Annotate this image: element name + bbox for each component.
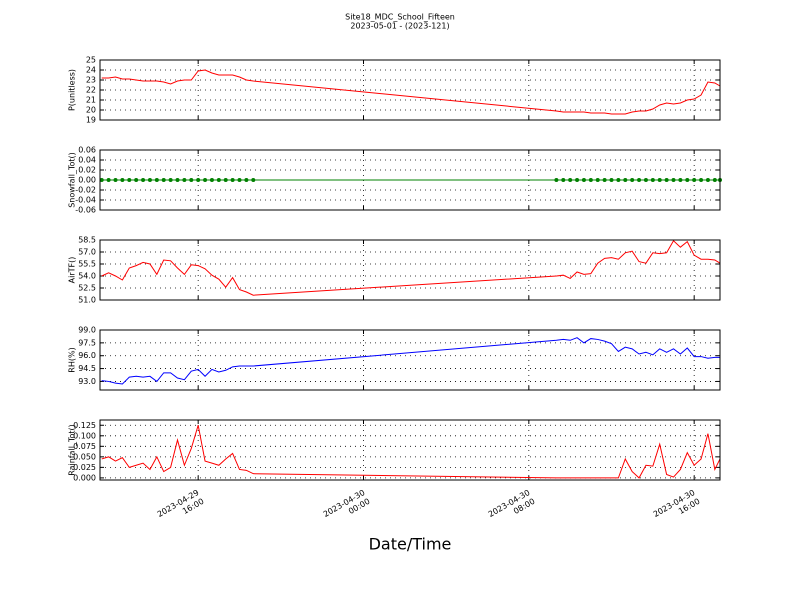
marker <box>113 178 118 182</box>
plot-frame <box>99 419 721 481</box>
marker <box>209 178 214 182</box>
marker <box>161 178 166 182</box>
y-tick-label: 54.0 <box>78 272 96 281</box>
y-axis-label: Rainfall_Tot() <box>68 424 77 476</box>
y-axis-label: Snowfall_Tot() <box>68 152 77 208</box>
y-tick-label: 99.0 <box>78 326 96 335</box>
marker <box>127 178 132 182</box>
y-tick-label: -0.04 <box>75 196 96 205</box>
marker <box>685 178 690 182</box>
marker <box>712 178 717 182</box>
y-tick-label: 0.125 <box>73 421 96 430</box>
y-tick-label: 51.0 <box>78 296 96 305</box>
marker <box>699 178 704 182</box>
y-tick-label: 94.5 <box>78 364 96 373</box>
marker <box>623 178 628 182</box>
marker <box>637 178 642 182</box>
marker <box>568 178 573 182</box>
marker <box>141 178 146 182</box>
y-tick-label: -0.06 <box>75 206 96 215</box>
y-tick-label: 21 <box>86 96 96 105</box>
y-tick-label: 58.5 <box>78 236 96 245</box>
marker <box>223 178 228 182</box>
y-axis-label: P(unitless) <box>68 69 77 111</box>
y-axis-label: RH(%) <box>68 347 77 372</box>
marker <box>244 178 249 182</box>
marker <box>561 178 566 182</box>
y-tick-label: -0.02 <box>75 186 96 195</box>
marker <box>251 178 256 182</box>
marker <box>120 178 125 182</box>
marker <box>595 178 600 182</box>
marker <box>196 178 201 182</box>
y-tick-label: 0.075 <box>73 442 96 451</box>
y-tick-label: 52.5 <box>78 284 96 293</box>
marker <box>664 178 669 182</box>
y-tick-label: 23 <box>86 76 96 85</box>
marker <box>99 178 104 182</box>
marker <box>671 178 676 182</box>
y-tick-label: 0.04 <box>78 156 96 165</box>
plot-frame <box>99 239 721 301</box>
y-axis-label: AirTF() <box>68 257 77 284</box>
marker <box>616 178 621 182</box>
y-tick-label: 93.0 <box>78 377 96 386</box>
marker <box>147 178 152 182</box>
marker <box>650 178 655 182</box>
y-tick-label: 22 <box>86 86 96 95</box>
y-tick-label: 96.0 <box>78 351 96 360</box>
marker <box>230 178 235 182</box>
chart-title: Site18_MDC_School_Fifteen <box>345 13 455 22</box>
y-tick-label: 0.025 <box>73 463 96 472</box>
y-tick-label: 0.000 <box>73 473 96 482</box>
y-tick-label: 25 <box>86 56 96 65</box>
y-tick-label: 19 <box>86 116 96 125</box>
marker <box>692 178 697 182</box>
marker <box>678 178 683 182</box>
marker <box>175 178 180 182</box>
y-tick-label: 97.5 <box>78 338 96 347</box>
marker <box>182 178 187 182</box>
marker <box>189 178 194 182</box>
marker <box>106 178 111 182</box>
plot-frame <box>99 59 721 121</box>
plot-frame <box>99 149 721 211</box>
y-tick-label: 0.02 <box>78 166 96 175</box>
marker <box>134 178 139 182</box>
y-tick-label: 55.5 <box>78 260 96 269</box>
line-series <box>101 425 721 479</box>
line-series <box>101 337 720 385</box>
plot-frame <box>99 329 721 391</box>
marker <box>237 178 242 182</box>
chart-subtitle: 2023-05-01 - (2023-121) <box>350 22 449 31</box>
y-tick-label: 0.06 <box>78 146 96 155</box>
marker <box>216 178 221 182</box>
line-series <box>101 69 721 115</box>
marker <box>581 178 586 182</box>
marker <box>602 178 607 182</box>
line-series <box>101 240 721 296</box>
y-tick-label: 20 <box>86 106 96 115</box>
marker <box>575 178 580 182</box>
marker <box>154 178 159 182</box>
marker <box>609 178 614 182</box>
marker <box>588 178 593 182</box>
y-tick-label: 57.0 <box>78 248 96 257</box>
marker <box>168 178 173 182</box>
marker <box>705 178 710 182</box>
marker <box>554 178 559 182</box>
y-tick-label: 0.050 <box>73 452 96 461</box>
y-tick-label: 0.100 <box>73 431 96 440</box>
y-tick-label: 0.00 <box>78 176 96 185</box>
marker <box>657 178 662 182</box>
marker <box>643 178 648 182</box>
x-axis-label: Date/Time <box>369 535 452 554</box>
y-tick-label: 24 <box>86 66 96 75</box>
marker <box>630 178 635 182</box>
marker <box>203 178 208 182</box>
